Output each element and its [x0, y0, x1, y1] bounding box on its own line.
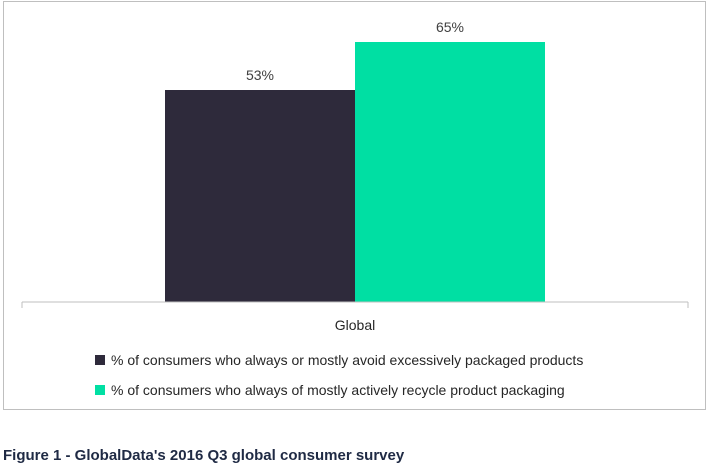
- figure-caption: Figure 1 - GlobalData's 2016 Q3 global c…: [3, 447, 405, 464]
- legend-item-recycle: % of consumers who always of mostly acti…: [95, 380, 583, 400]
- legend-swatch-recycle: [95, 385, 105, 395]
- data-label-avoid: 53%: [246, 67, 274, 83]
- legend: % of consumers who always or mostly avoi…: [95, 350, 583, 410]
- data-label-recycle: 65%: [436, 19, 464, 35]
- bar-recycle: [355, 42, 545, 302]
- bar-chart: 53% 65% Global: [21, 19, 689, 333]
- legend-swatch-avoid: [95, 355, 105, 365]
- legend-label-recycle: % of consumers who always of mostly acti…: [111, 382, 565, 398]
- bar-avoid: [165, 90, 355, 302]
- legend-item-avoid: % of consumers who always or mostly avoi…: [95, 350, 583, 370]
- legend-label-avoid: % of consumers who always or mostly avoi…: [111, 352, 584, 368]
- x-tick-label: Global: [335, 317, 375, 333]
